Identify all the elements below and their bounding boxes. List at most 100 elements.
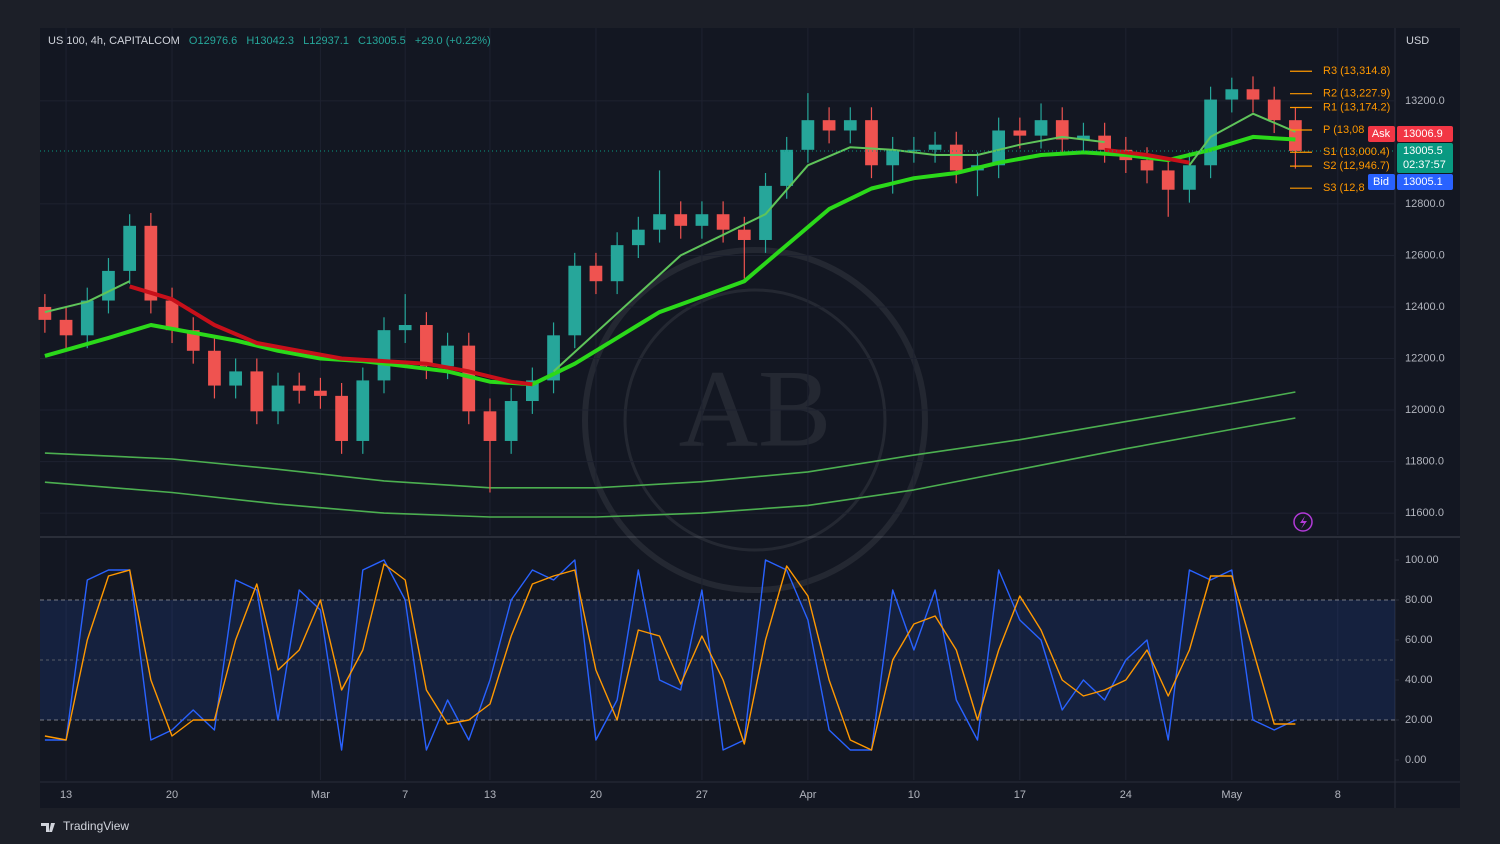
candle-body [610, 245, 624, 282]
candle-body [59, 319, 73, 336]
candle-body [229, 371, 242, 386]
x-tick-label: Mar [311, 789, 330, 801]
candle-body [653, 214, 666, 230]
candle-body [1246, 89, 1260, 100]
candle-body [102, 270, 115, 301]
moving-average-line [44, 391, 1296, 489]
candle-body [1140, 160, 1154, 171]
alert-icon-bolt [1300, 516, 1307, 529]
pivot-label: S2 (12,946.7) [1323, 160, 1390, 172]
bid-label: Bid [1373, 176, 1389, 188]
bid-price: 13005.1 [1403, 176, 1443, 188]
candle-body [80, 300, 94, 336]
candle-body [420, 325, 433, 367]
candle-body [1055, 120, 1069, 140]
candle-body [886, 149, 900, 166]
y-tick-label: 12600.0 [1405, 249, 1445, 261]
candle-body [843, 120, 857, 131]
high-label: H13042.3 [246, 35, 294, 47]
alert-icon[interactable] [1293, 512, 1313, 532]
y-tick-label: 20.00 [1405, 714, 1433, 726]
candle-body [1098, 135, 1111, 150]
footer-logo: TradingView [41, 819, 129, 833]
candle-body [1183, 165, 1196, 190]
watermark: AB [582, 247, 928, 593]
x-tick-label: May [1221, 789, 1242, 801]
candle-body [356, 380, 370, 441]
candle-body [292, 385, 306, 391]
candle-body [377, 330, 391, 381]
candle-body [928, 144, 942, 150]
candle-body [695, 214, 709, 226]
close-label: C13005.5 [358, 35, 406, 47]
last-price-tag [1397, 142, 1453, 173]
candle-body [907, 149, 921, 151]
ribbon-line [44, 134, 1296, 387]
y-tick-label: 40.00 [1405, 674, 1433, 686]
candle-body [144, 225, 158, 301]
candle-body [1034, 120, 1048, 136]
y-tick-label: 12200.0 [1405, 352, 1445, 364]
candle-body [165, 300, 179, 331]
watermark-ring [623, 288, 887, 552]
currency-label: USD [1406, 35, 1429, 47]
ask-price-tag [1397, 125, 1453, 142]
candle-body [123, 225, 137, 271]
x-tick-label: 20 [166, 789, 178, 801]
candle-body [335, 395, 348, 441]
y-tick-label: 11800.0 [1405, 455, 1444, 467]
last-price: 13005.5 [1403, 145, 1443, 157]
y-tick-label: 80.00 [1405, 594, 1433, 606]
chart-header: US 100, 4h, CAPITALCOM O12976.6 H13042.3… [48, 35, 491, 47]
x-tick-label: 10 [908, 789, 920, 801]
y-tick-label: 12800.0 [1405, 198, 1445, 210]
ask-label: Ask [1372, 128, 1391, 140]
bid-tag [1368, 173, 1395, 190]
candle-body [1161, 170, 1175, 190]
candle-body [38, 306, 52, 320]
x-tick-label: 7 [402, 789, 408, 801]
ribbon-line [129, 147, 1190, 387]
candle-body [801, 120, 815, 150]
open-label: O12976.6 [189, 35, 237, 47]
x-tick-label: 24 [1120, 789, 1132, 801]
x-tick-label: 17 [1014, 789, 1026, 801]
pivot-label: S1 (13,000.4) [1323, 146, 1390, 158]
candle-body [208, 350, 221, 386]
candle-body [716, 214, 730, 230]
watermark-ring [582, 247, 928, 593]
candle-body [250, 371, 264, 412]
candle-body [398, 325, 412, 331]
x-tick-label: Apr [799, 789, 816, 801]
y-tick-label: 11600.0 [1405, 507, 1444, 519]
bar-countdown: 02:37:57 [1403, 159, 1446, 171]
pivot-label: R1 (13,174.2) [1323, 101, 1390, 113]
plot-layer: 13 20 Mar 7 13 20 27 Apr 10 17 24 May 8 13200.0 12800.… [38, 28, 1453, 801]
candle-body [314, 390, 327, 396]
pivot-label: R3 (13,314.8) [1323, 65, 1390, 77]
logo-mark [41, 823, 55, 832]
change-label: +29.0 (+0.22%) [415, 35, 491, 47]
candle-body [674, 214, 688, 226]
candle-body [1289, 120, 1302, 151]
y-tick-label: 100.00 [1405, 554, 1439, 566]
chart-panel [40, 28, 1460, 808]
candle-body [631, 229, 645, 246]
ask-price: 13006.9 [1403, 128, 1443, 140]
candle-body [568, 265, 582, 336]
moving-average-line [44, 417, 1296, 518]
candle-body [483, 411, 497, 441]
candle-body [271, 385, 285, 412]
candle-body [822, 120, 836, 131]
candle-body [1267, 99, 1281, 121]
x-tick-label: 20 [590, 789, 602, 801]
ask-tag [1368, 125, 1395, 142]
x-tick-label: 13 [60, 789, 72, 801]
candle-body [780, 149, 794, 186]
y-tick-label: 12000.0 [1405, 404, 1445, 416]
candle-body [1225, 89, 1239, 100]
symbol-title: US 100, 4h, CAPITALCOM [48, 35, 180, 47]
candle-body [949, 144, 963, 171]
oscillator-line [44, 559, 1296, 751]
